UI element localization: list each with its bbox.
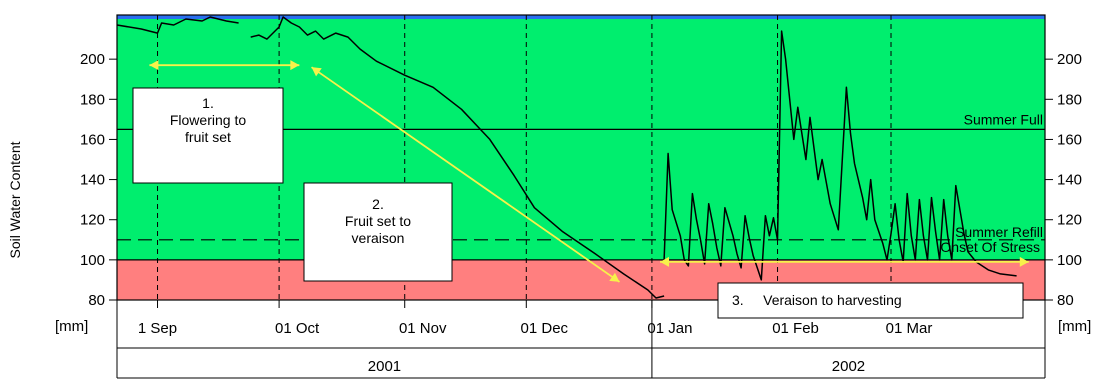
ref-label-1: Summer Refill [955, 224, 1043, 240]
annotation-line-flowering-2: fruit set [185, 129, 231, 145]
year-label-0: 2001 [368, 358, 401, 375]
arrow-3-head-end [1019, 256, 1029, 267]
series-segment-0-2 [663, 30, 1017, 281]
annotation-line-fruitset-0: 2. [372, 196, 384, 212]
x-tick-label-5: 01 Feb [772, 320, 819, 337]
band-2 [117, 15, 1045, 20]
y-unit-left: [mm] [55, 318, 88, 335]
y-tick-label-left-1: 100 [80, 252, 105, 269]
x-tick-label-3: 01 Dec [521, 320, 569, 337]
y-axis-label: Soil Water Content [7, 141, 23, 258]
annotation-box-flowering [132, 87, 284, 184]
y-axis-ticks: 80 80 100 100 120 120 140 140 160 160 180 180 200 200 [80, 51, 1082, 309]
month-gridlines [157, 15, 892, 300]
soil-water-series [116, 16, 1017, 299]
phase-arrows [149, 60, 1029, 283]
arrow-1-head-end [290, 60, 300, 71]
annotation-line-flowering-0: 1. [202, 95, 214, 111]
y-tick-label-left-5: 180 [80, 91, 105, 108]
y-tick-label-right-6: 200 [1057, 51, 1082, 68]
y-tick-label-left-3: 140 [80, 172, 105, 189]
y-tick-label-right-3: 140 [1057, 172, 1082, 189]
arrow-2-shaft [311, 66, 621, 283]
y-tick-label-left-4: 160 [80, 131, 105, 148]
ref-label-0: Summer Full [964, 111, 1043, 127]
y-tick-label-right-0: 80 [1057, 292, 1074, 309]
series-segment-0-1 [250, 16, 665, 299]
series-segment-0-0 [116, 16, 239, 34]
y-tick-label-right-5: 180 [1057, 91, 1082, 108]
x-tick-label-4: 01 Jan [647, 320, 692, 337]
annotation-box-veraison [717, 282, 1024, 319]
arrow-3-head-start [660, 256, 670, 267]
x-tick-label-2: 01 Nov [399, 320, 447, 337]
x-tick-label-0: 1 Sep [138, 320, 177, 337]
y-tick-label-left-6: 200 [80, 51, 105, 68]
annotation-line-flowering-1: Flowering to [170, 112, 246, 128]
arrow-2-head-start [311, 67, 322, 77]
plot-frame: 2001 2002 [116, 14, 1046, 379]
annotation-line-fruitset-1: Fruit set to [345, 213, 411, 229]
plot-border [116, 14, 1046, 301]
y-tick-label-right-4: 160 [1057, 131, 1082, 148]
x-tick-label-6: 01 Mar [886, 320, 933, 337]
annotation-line-fruitset-2: veraison [352, 230, 405, 246]
x-axis-ticks: 1 Sep 01 Oct 01 Nov 01 Dec 01 Jan 01 Feb 01 Ma… [138, 300, 932, 337]
y-tick-label-left-0: 80 [88, 292, 105, 309]
arrow-1-head-start [149, 60, 159, 71]
annotation-line-veraison-0: 3. Veraison to harvesting [732, 292, 902, 308]
x-tick-label-1: 01 Oct [275, 320, 320, 337]
arrow-2-head-end [609, 272, 620, 282]
y-tick-label-right-1: 100 [1057, 252, 1082, 269]
year-label-1: 2002 [832, 358, 865, 375]
y-unit-right: [mm] [1058, 318, 1091, 335]
ref-label-2: Onset Of Stress [940, 239, 1040, 255]
y-tick-label-left-2: 120 [80, 212, 105, 229]
annotation-box-fruitset [303, 182, 453, 282]
y-tick-label-right-2: 120 [1057, 212, 1082, 229]
